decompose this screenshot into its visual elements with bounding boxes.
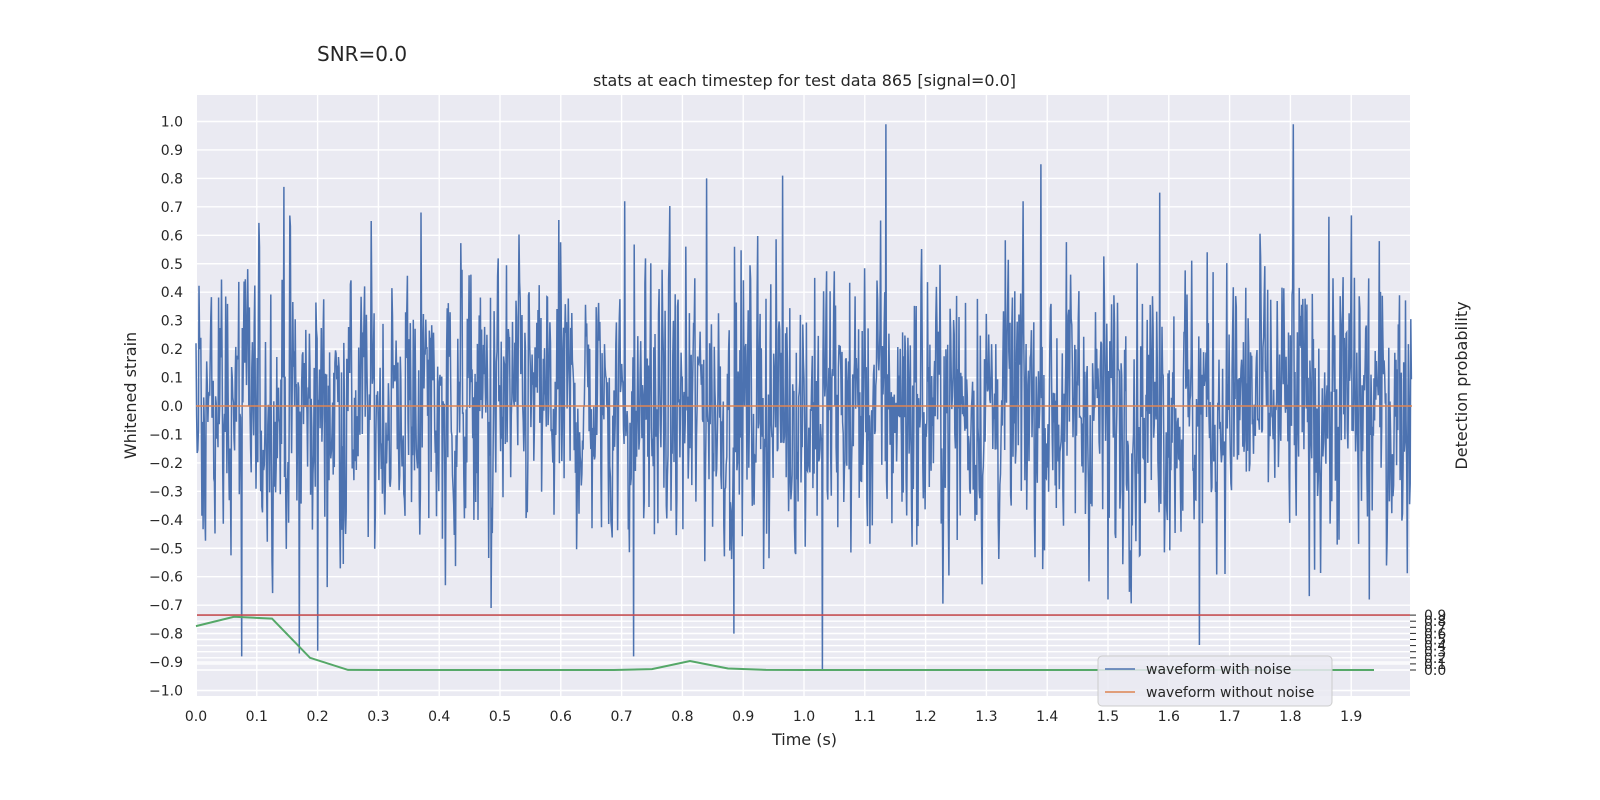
y2-tick-label: 0.6 bbox=[1424, 626, 1446, 642]
y-tick-label: 0.4 bbox=[161, 285, 183, 301]
y-tick-label: −0.7 bbox=[149, 598, 183, 614]
x-tick-label: 1.5 bbox=[1097, 709, 1119, 725]
x-tick-label: 0.0 bbox=[185, 709, 207, 725]
y-tick-label: 0.9 bbox=[161, 143, 183, 159]
y-tick-label: 0.8 bbox=[161, 171, 183, 187]
x-tick-label: 1.3 bbox=[975, 709, 997, 725]
x-tick-label: 0.5 bbox=[489, 709, 511, 725]
x-tick-label: 0.8 bbox=[671, 709, 693, 725]
y-tick-label: 0.6 bbox=[161, 228, 183, 244]
legend-label-waveform-without-noise: waveform without noise bbox=[1146, 685, 1314, 701]
y-axis-ticks: 1.0 0.9 0.8 0.7 0.6 0.5 0.4 0.3 0.2 0.1 0.0 −0.1 −0.… bbox=[149, 115, 183, 700]
x-tick-label: 1.2 bbox=[914, 709, 936, 725]
y-tick-label: 0.2 bbox=[161, 342, 183, 358]
chart-title: stats at each timestep for test data 865… bbox=[593, 71, 1016, 90]
y-tick-label: −0.8 bbox=[149, 627, 183, 643]
y-tick-label: 1.0 bbox=[161, 115, 183, 131]
y-tick-label: −1.0 bbox=[149, 684, 183, 700]
y-tick-label: −0.5 bbox=[149, 541, 183, 557]
y-tick-label: −0.1 bbox=[149, 427, 183, 443]
legend: waveform with noise waveform without noi… bbox=[1097, 655, 1333, 707]
x-tick-label: 1.7 bbox=[1218, 709, 1240, 725]
y2-tick-label: 0.1 bbox=[1424, 657, 1446, 673]
x-tick-label: 0.6 bbox=[550, 709, 572, 725]
x-tick-label: 0.9 bbox=[732, 709, 754, 725]
series-line-waveform-with-noise bbox=[195, 124, 1413, 671]
legend-box bbox=[1097, 655, 1333, 707]
series bbox=[195, 124, 1413, 671]
x-tick-label: 0.3 bbox=[367, 709, 389, 725]
y-axis-label: Whitened strain bbox=[121, 332, 140, 459]
y2-tick-label: 0.2 bbox=[1424, 651, 1446, 667]
y-tick-label: 0.5 bbox=[161, 257, 183, 273]
y-tick-label: 0.3 bbox=[161, 314, 183, 330]
y2-tick-label: 0.9 bbox=[1424, 608, 1446, 624]
x-tick-label: 0.2 bbox=[306, 709, 328, 725]
y2-axis-label: Detection probability bbox=[1452, 301, 1471, 469]
y-tick-label: 0.7 bbox=[161, 200, 183, 216]
x-axis-ticks: 0.0 0.1 0.2 0.3 0.4 0.5 0.6 0.7 0.8 0.9 1.0 1.1 1.2 1… bbox=[185, 709, 1362, 725]
y2-tick-label: 0.8 bbox=[1424, 614, 1446, 630]
x-tick-label: 0.4 bbox=[428, 709, 450, 725]
y-tick-label: −0.6 bbox=[149, 570, 183, 586]
chart-suptitle: SNR=0.0 bbox=[317, 42, 407, 66]
y-tick-label: 0.1 bbox=[161, 371, 183, 387]
x-tick-label: 1.4 bbox=[1036, 709, 1058, 725]
x-tick-label: 1.9 bbox=[1340, 709, 1362, 725]
y-tick-label: −0.4 bbox=[149, 513, 183, 529]
series-line-detection-probability bbox=[195, 615, 1374, 671]
x-tick-label: 1.8 bbox=[1279, 709, 1301, 725]
x-tick-label: 1.0 bbox=[793, 709, 815, 725]
y2-tick-label: 0.3 bbox=[1424, 645, 1446, 661]
y2-tick-label: 0.5 bbox=[1424, 633, 1446, 649]
x-tick-label: 1.6 bbox=[1158, 709, 1180, 725]
y2-tick-label: 0.4 bbox=[1424, 639, 1446, 655]
y2-tick-label: 0.7 bbox=[1424, 620, 1446, 636]
y-tick-label: −0.3 bbox=[149, 484, 183, 500]
x-tick-label: 0.7 bbox=[610, 709, 632, 725]
x-tick-label: 1.1 bbox=[854, 709, 876, 725]
y-tick-label: −0.2 bbox=[149, 456, 183, 472]
y-tick-label: 0.0 bbox=[161, 399, 183, 415]
y2-tick-label: 0.0 bbox=[1424, 663, 1446, 679]
x-tick-label: 0.1 bbox=[246, 709, 268, 725]
x-axis-label: Time (s) bbox=[771, 730, 837, 749]
y-tick-label: −0.9 bbox=[149, 655, 183, 671]
legend-label-waveform-with-noise: waveform with noise bbox=[1146, 662, 1291, 678]
y2-axis-ticks: 0.90.80.70.60.50.40.30.20.10.0 bbox=[1410, 608, 1446, 679]
